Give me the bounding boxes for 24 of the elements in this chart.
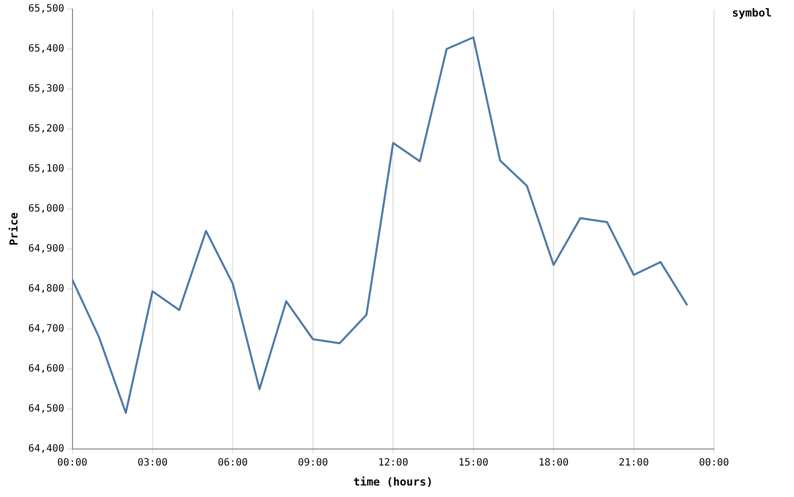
y-tick-label: 65,500 bbox=[28, 4, 64, 15]
y-tick-label: 64,900 bbox=[28, 243, 64, 254]
y-tick-label: 65,400 bbox=[28, 44, 64, 55]
y-tick-label: 65,000 bbox=[28, 204, 64, 215]
x-tick-label: 18:00 bbox=[538, 457, 569, 468]
x-tick-label: 12:00 bbox=[378, 457, 408, 468]
y-axis-title: Price bbox=[7, 212, 20, 246]
x-tick-label: 00:00 bbox=[57, 457, 88, 468]
y-tick-label: 65,200 bbox=[28, 124, 64, 135]
x-tick-label: 09:00 bbox=[298, 457, 328, 468]
y-tick-label: 64,800 bbox=[28, 283, 64, 294]
y-tick-label: 64,700 bbox=[28, 323, 64, 334]
x-tick-label: 06:00 bbox=[218, 457, 248, 468]
y-tick-label: 64,600 bbox=[28, 363, 64, 374]
x-tick-label: 03:00 bbox=[137, 457, 168, 468]
legend-title: symbol bbox=[732, 6, 772, 20]
x-tick-label: 21:00 bbox=[618, 457, 649, 468]
y-tick-label: 65,300 bbox=[28, 84, 64, 95]
y-tick-label: 65,100 bbox=[28, 164, 64, 175]
y-tick-label: 64,400 bbox=[28, 443, 64, 454]
y-tick-label: 64,500 bbox=[28, 403, 64, 414]
x-tick-label: 00:00 bbox=[698, 457, 730, 468]
x-tick-label: 15:00 bbox=[458, 457, 488, 468]
x-axis-title: time (hours) bbox=[353, 475, 433, 488]
